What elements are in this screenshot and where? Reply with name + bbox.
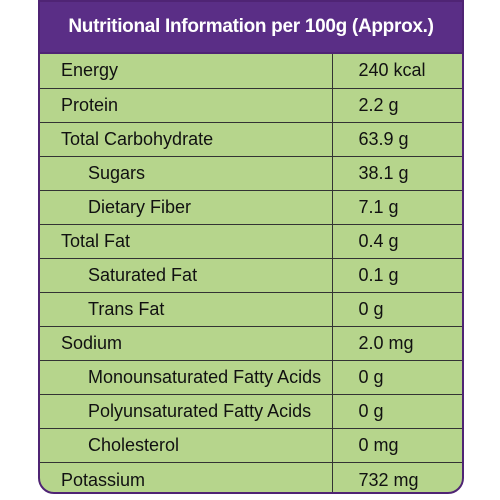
nutrient-value: 7.1 g: [332, 189, 462, 224]
nutrient-name: Total Fat: [40, 223, 333, 258]
nutrition-title: Nutritional Information per 100g (Approx…: [40, 2, 462, 54]
nutrient-name: Cholesterol: [40, 427, 333, 462]
table-row: Total Carbohydrate 63.9 g: [40, 121, 462, 156]
nutrient-name: Protein: [40, 87, 333, 122]
table-row: Trans Fat 0 g: [40, 291, 462, 326]
nutrient-value: 0.1 g: [332, 257, 462, 292]
table-row: Total Fat 0.4 g: [40, 223, 462, 258]
nutrient-name: Energy: [40, 54, 333, 88]
nutrient-name: Monounsaturated Fatty Acids: [40, 359, 333, 394]
nutrient-value: 0.4 g: [332, 223, 462, 258]
nutrient-name: Sodium: [40, 325, 333, 360]
table-row: Protein 2.2 g: [40, 87, 462, 122]
nutrition-table: Energy 240 kcal Protein 2.2 g Total Carb…: [40, 54, 462, 492]
nutrient-value: 63.9 g: [332, 121, 462, 156]
nutrient-name: Total Carbohydrate: [40, 121, 333, 156]
nutrient-name: Potassium: [40, 461, 333, 492]
nutrient-value: 38.1 g: [332, 155, 462, 190]
nutrient-value: 0 g: [332, 291, 462, 326]
nutrient-value: 0 mg: [332, 427, 462, 462]
table-row: Cholesterol 0 mg: [40, 427, 462, 462]
table-row: Dietary Fiber 7.1 g: [40, 189, 462, 224]
table-row: Sugars 38.1 g: [40, 155, 462, 190]
nutrient-name: Saturated Fat: [40, 257, 333, 292]
nutrient-name: Polyunsaturated Fatty Acids: [40, 393, 333, 428]
nutrient-value: 2.0 mg: [332, 325, 462, 360]
table-row: Polyunsaturated Fatty Acids 0 g: [40, 393, 462, 428]
table-row: Monounsaturated Fatty Acids 0 g: [40, 359, 462, 394]
nutrient-value: 240 kcal: [358, 60, 426, 81]
nutrient-value: 0 g: [332, 359, 462, 394]
nutrition-panel: Nutritional Information per 100g (Approx…: [38, 0, 464, 494]
nutrient-value: 732 mg: [332, 461, 462, 492]
nutrient-name: Sugars: [40, 155, 333, 190]
nutrient-value: 2.2 g: [332, 87, 462, 122]
nutrient-value: 0 g: [332, 393, 462, 428]
table-row: Sodium 2.0 mg: [40, 325, 462, 360]
table-row: Saturated Fat 0.1 g: [40, 257, 462, 292]
nutrient-name: Dietary Fiber: [40, 189, 333, 224]
table-row: Potassium 732 mg: [40, 461, 462, 492]
table-row: Energy 240 kcal: [40, 54, 462, 88]
nutrient-name: Trans Fat: [40, 291, 333, 326]
